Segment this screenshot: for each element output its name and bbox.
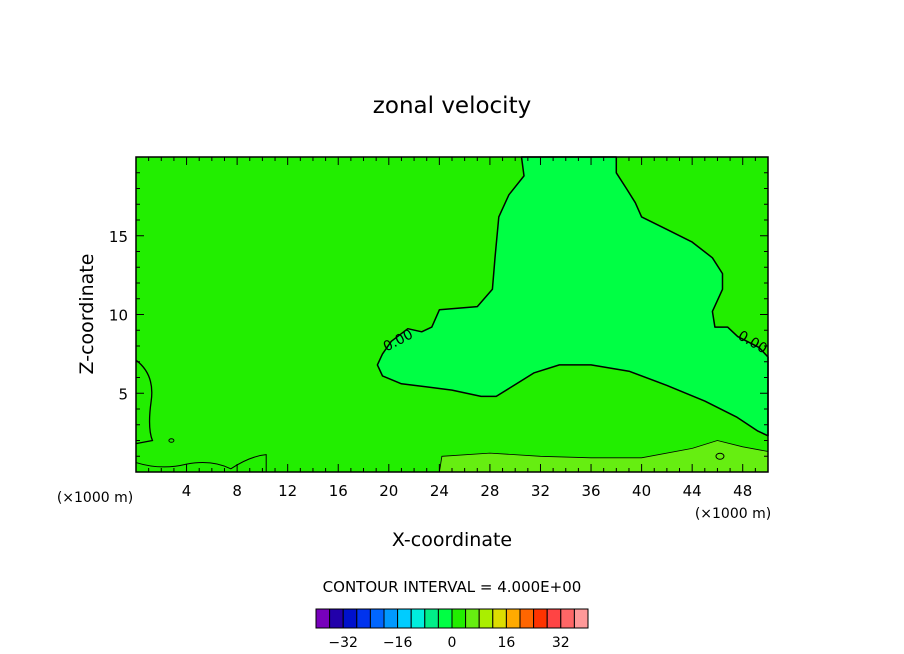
y-axis-label: Z-coordinate [76,254,98,375]
positive-velocity-region [376,156,769,437]
colorbar-swatch [342,608,358,629]
colorbar-swatch [437,608,453,629]
y-tick-label: 10 [109,307,128,325]
colorbar-swatch [410,608,426,629]
colorbar-swatch [546,608,562,629]
colorbar-swatch [356,608,371,629]
colorbar-swatch [519,608,535,629]
x-axis-label: X-coordinate [392,529,512,551]
colorbar-swatch [369,608,385,629]
small-contour-loop [715,452,725,460]
colorbar-tick-label: 16 [497,635,515,651]
colorbar-swatch [315,608,331,629]
contour-interval-text: CONTOUR INTERVAL = 4.000E+00 [323,578,582,596]
colorbar-swatch [492,608,507,629]
y-tick-label: 5 [118,385,128,403]
x-tick-label: 20 [379,482,398,500]
x-tick-label: 16 [329,482,348,500]
colorbar-swatch [329,608,344,629]
colorbar: −32 −16 0 16 32 [315,608,589,651]
colorbar-tick-label: 32 [552,635,570,651]
colorbar-swatch [424,608,439,629]
surface-contour [135,454,267,472]
colorbar-tick-label: 0 [448,635,457,651]
x-tick-label: 24 [430,482,449,500]
colorbar-swatch [397,608,412,629]
y-tick-label: 15 [109,228,128,246]
colorbar-swatch [560,608,575,629]
x-tick-label: 28 [480,482,499,500]
chart-title: zonal velocity [373,93,531,119]
colorbar-swatch [505,608,521,629]
x-unit-label-left: (×1000 m) [57,490,133,506]
colorbar-tick-label: −16 [383,635,413,651]
colorbar-swatch [533,608,548,629]
x-tick-label: 48 [733,482,752,500]
x-tick-label: 4 [182,482,192,500]
x-unit-label-right: (×1000 m) [695,506,771,522]
colorbar-swatch [383,608,399,629]
left-edge-contour [135,359,154,445]
small-contour-loop [168,438,175,443]
x-tick-label: 32 [531,482,550,500]
colorbar-tick-label: −32 [328,635,358,651]
colorbar-swatch [465,608,480,629]
colorbar-swatch [451,608,467,629]
x-tick-label: 40 [632,482,651,500]
colorbar-swatch [478,608,494,629]
x-tick-label: 12 [278,482,297,500]
x-tick-label: 36 [581,482,600,500]
x-tick-label: 8 [232,482,242,500]
colorbar-swatch [573,608,589,629]
x-tick-label: 44 [683,482,702,500]
